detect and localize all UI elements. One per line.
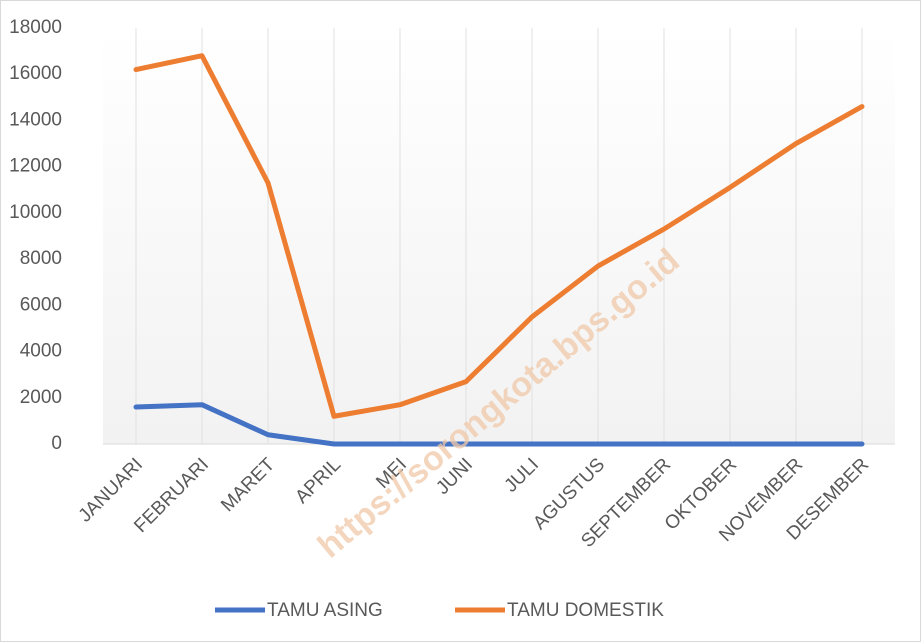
y-tick-label: 16000 [9,63,62,84]
plot-area [103,28,895,444]
y-tick-label: 10000 [9,202,62,223]
y-tick-label: 14000 [9,109,62,130]
data-line [133,402,865,447]
legend-label: TAMU DOMESTIK [507,600,664,621]
y-tick-label: 6000 [20,294,62,315]
y-tick-label: 4000 [20,341,62,362]
y-tick-label: 2000 [20,387,62,408]
legend-label: TAMU ASING [267,600,383,621]
data-line [133,53,865,419]
y-tick-label: 18000 [9,17,62,38]
y-tick-label: 12000 [9,156,62,177]
y-tick-label: 8000 [20,248,62,269]
y-tick-label: 0 [51,433,62,454]
